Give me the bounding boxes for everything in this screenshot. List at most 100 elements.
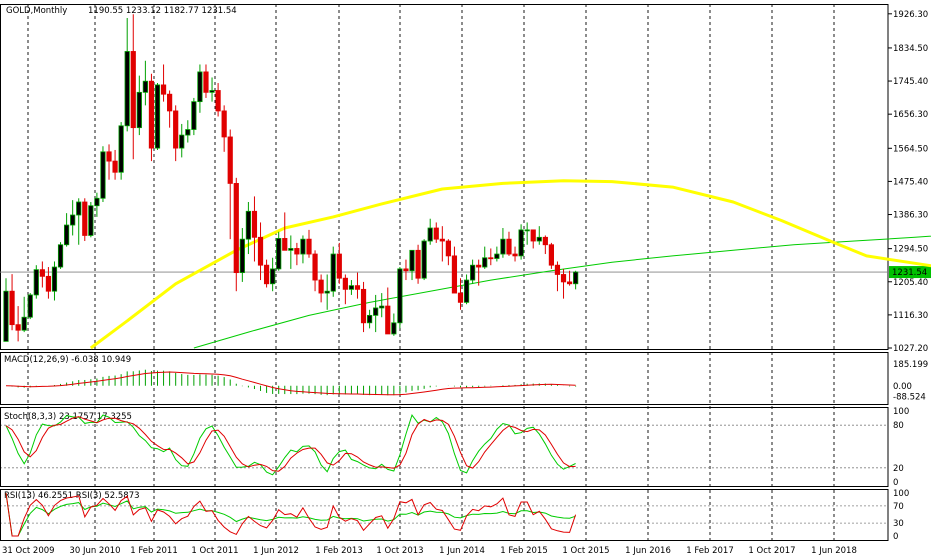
candle-body [336, 253, 342, 279]
candle-body [385, 305, 391, 335]
candle [21, 296, 27, 333]
current-price-tag [889, 266, 931, 279]
candle-body [482, 257, 488, 268]
candle-body [573, 271, 579, 285]
stoch-axis-label: 0 [893, 478, 898, 488]
candle [379, 293, 385, 318]
candle [409, 249, 415, 281]
candle-body [366, 314, 373, 324]
candle-body [500, 238, 506, 255]
candle [233, 177, 239, 292]
candle [300, 235, 306, 264]
candle [463, 274, 470, 305]
rsi-axis-label: 0 [893, 532, 898, 542]
candle [57, 242, 64, 269]
candle [154, 83, 161, 150]
candle-body [457, 292, 464, 303]
candle [354, 272, 361, 299]
candle [209, 77, 215, 102]
candle-body [312, 253, 318, 281]
macd-panel[interactable]: MACD(12,26,9) -6.038 10.949 [4, 355, 577, 396]
rsi-axis-label: 70 [893, 502, 904, 512]
time-label: 30 Jun 2010 [69, 546, 120, 556]
price-label: 1656.30 [893, 110, 928, 120]
candle [33, 265, 39, 299]
candle-body [560, 274, 567, 283]
vertical-grid [27, 4, 835, 540]
panel-frame-3 [0, 489, 889, 541]
candle-body [76, 201, 82, 216]
candle-body [185, 129, 191, 136]
time-label: 31 Oct 2009 [2, 546, 55, 556]
panel-frame-0 [0, 4, 889, 350]
candle [276, 231, 282, 271]
candle [366, 309, 373, 329]
candle-body [348, 285, 355, 290]
candle [64, 213, 70, 247]
candles [3, 14, 579, 342]
candle-body [276, 238, 282, 270]
candle [312, 250, 318, 292]
candle [385, 287, 391, 335]
candle-body [88, 205, 94, 236]
time-label: 1 Jun 2016 [625, 546, 671, 556]
candle [27, 293, 33, 320]
ma-green-line [193, 235, 931, 349]
panel-frame-1 [0, 352, 889, 405]
candle-body [257, 236, 264, 266]
candle-body [288, 248, 294, 251]
candle-body [57, 244, 64, 268]
candle [45, 267, 52, 299]
candle-body [439, 238, 445, 242]
moving-averages [89, 179, 931, 350]
candle-body [160, 84, 167, 95]
candle-body [566, 281, 573, 285]
rsi13-line [5, 492, 576, 537]
candle-body [9, 290, 15, 326]
time-label: 1 Jun 2012 [253, 546, 299, 556]
candle [433, 222, 439, 243]
panel-frame-2 [0, 407, 889, 487]
time-label: 1 Jun 2018 [811, 546, 857, 556]
candle [82, 198, 88, 242]
candle-body [409, 249, 415, 272]
candle [245, 201, 251, 255]
price-label: 1205.40 [893, 278, 928, 288]
stoch-axis-label: 100 [893, 407, 909, 417]
rsi-label: RSI(13) 46.2551 RSI(3) 52.5873 [4, 491, 140, 501]
candle [318, 274, 324, 303]
candle [221, 105, 227, 152]
candle [106, 144, 112, 180]
candle [76, 198, 82, 245]
price-label: 1564.50 [893, 144, 928, 154]
chart-title: GOLD,Monthly [6, 6, 67, 16]
candle [403, 259, 409, 281]
candle [257, 222, 264, 281]
rsi-panel[interactable]: RSI(13) 46.2551 RSI(3) 52.5873 [0, 491, 888, 537]
candle [457, 278, 464, 310]
price-label: 1834.50 [893, 44, 928, 54]
candle [360, 281, 367, 333]
candle [227, 129, 233, 240]
current-price-value: 1231.54 [892, 268, 927, 278]
stoch-panel[interactable]: Stoch(8,3,3) 23.1757 17.3255 [0, 412, 888, 476]
candle-body [148, 80, 155, 149]
candle-body [221, 110, 227, 138]
candle [554, 261, 561, 292]
candle-body [33, 269, 39, 296]
candle [573, 270, 579, 290]
candle [391, 313, 397, 336]
candle [451, 246, 458, 294]
candle [51, 261, 58, 301]
candle [112, 149, 118, 180]
candle-body [39, 269, 45, 277]
candle [288, 235, 294, 269]
candle-body [427, 227, 433, 242]
candle-body [294, 248, 300, 255]
main-chart-panel[interactable] [0, 14, 931, 350]
candle [506, 231, 512, 256]
time-label: 1 Feb 2017 [686, 546, 734, 556]
time-label: 1 Oct 2013 [376, 546, 423, 556]
price-label: 1926.30 [893, 10, 928, 20]
